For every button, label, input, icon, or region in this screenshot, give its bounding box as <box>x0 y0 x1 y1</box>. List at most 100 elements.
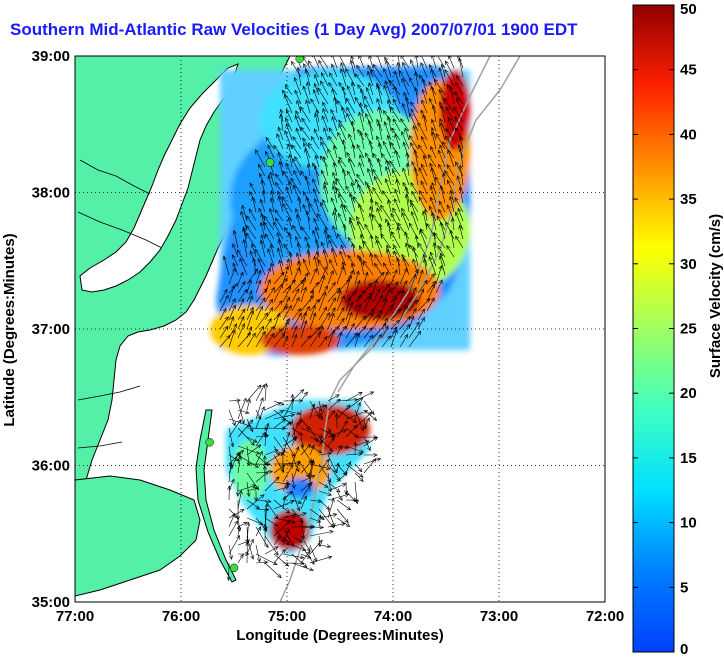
velocity-vector <box>364 223 374 240</box>
velocity-vector <box>383 121 392 141</box>
velocity-vector <box>295 110 302 123</box>
velocity-vector <box>239 257 248 276</box>
velocity-vector <box>282 464 294 483</box>
velocity-vector <box>354 463 363 473</box>
velocity-vector <box>309 403 316 420</box>
velocity-vector <box>454 91 464 105</box>
velocity-vector <box>302 137 311 150</box>
velocity-vector <box>246 310 255 330</box>
velocity-vector <box>227 485 232 501</box>
velocity-vector <box>282 398 295 420</box>
colorbar-tick-label: 0 <box>680 641 688 658</box>
velocity-vector <box>369 198 374 213</box>
velocity-vector <box>410 211 419 231</box>
velocity-vector <box>264 562 282 579</box>
colorbar-tick-label: 20 <box>680 385 697 402</box>
velocity-vector <box>228 509 245 519</box>
velocity-vector <box>363 271 369 285</box>
velocity-vector <box>363 295 372 312</box>
velocity-vector <box>376 98 383 114</box>
velocity-vector <box>237 323 245 339</box>
velocity-vector <box>318 481 329 488</box>
velocity-vector <box>336 420 348 438</box>
velocity-vector <box>255 406 265 429</box>
velocity-vector <box>421 88 428 105</box>
velocity-vector <box>264 426 287 431</box>
velocity-vector <box>309 544 318 563</box>
velocity-vector <box>318 490 332 496</box>
velocity-vector <box>295 208 302 222</box>
velocity-vector <box>404 242 410 258</box>
velocity-vector <box>228 535 241 555</box>
velocity-vector <box>419 56 428 69</box>
velocity-vector <box>332 145 338 159</box>
velocity-vector <box>428 97 437 114</box>
velocity-vector <box>430 145 437 159</box>
velocity-vector <box>336 289 342 303</box>
velocity-vector <box>327 312 335 330</box>
velocity-vector <box>264 546 279 555</box>
velocity-vector <box>219 307 227 321</box>
velocity-vector <box>372 186 383 204</box>
velocity-vector <box>458 147 464 168</box>
velocity-vector <box>422 113 428 132</box>
velocity-vector <box>291 460 301 483</box>
velocity-vector <box>265 136 275 150</box>
velocity-vector <box>312 88 320 105</box>
velocity-vector <box>348 192 356 213</box>
velocity-vector <box>302 258 311 276</box>
velocity-vector <box>387 199 392 213</box>
velocity-vector <box>259 198 266 213</box>
velocity-vector <box>309 555 333 564</box>
velocity-vector <box>309 539 323 555</box>
velocity-vector <box>327 508 336 528</box>
velocity-vector <box>273 328 283 339</box>
velocity-vector <box>420 109 428 123</box>
velocity-vector <box>399 315 411 330</box>
velocity-vector <box>363 334 374 348</box>
velocity-vector <box>300 106 311 123</box>
radar-station-marker <box>265 158 275 167</box>
velocity-vector <box>356 143 365 159</box>
velocity-vector <box>320 72 329 87</box>
velocity-vector <box>317 87 329 105</box>
velocity-vector <box>374 262 383 276</box>
velocity-vector <box>291 158 302 177</box>
velocity-vector <box>285 186 293 204</box>
velocity-vector <box>263 221 275 240</box>
velocity-vector <box>228 329 236 348</box>
velocity-vector <box>363 418 368 430</box>
velocity-vector <box>349 216 356 231</box>
velocity-vector <box>295 127 302 141</box>
velocity-vector <box>313 198 320 213</box>
velocity-vector <box>318 514 323 528</box>
velocity-vector <box>332 171 338 186</box>
velocity-vector <box>414 87 419 105</box>
velocity-vector <box>375 201 383 213</box>
velocity-vector <box>336 404 351 420</box>
velocity-vector <box>310 135 320 150</box>
velocity-vector <box>255 384 265 402</box>
velocity-vector <box>404 231 410 249</box>
velocity-vector <box>354 279 361 294</box>
velocity-vector <box>404 96 410 114</box>
velocity-vector <box>368 82 374 96</box>
lat-tick-label: 39:00 <box>32 48 70 65</box>
velocity-vector <box>273 454 285 473</box>
velocity-vector <box>255 450 263 465</box>
velocity-vector <box>364 132 374 150</box>
velocity-vector <box>367 119 374 141</box>
velocity-vector <box>237 332 252 348</box>
velocity-vector <box>322 184 329 204</box>
river-1 <box>79 159 151 195</box>
velocity-vector <box>365 86 374 105</box>
velocity-vector <box>418 144 428 159</box>
velocity-vector <box>439 101 446 114</box>
velocity-vector <box>300 126 311 141</box>
velocity-vector <box>435 265 443 285</box>
velocity-vector <box>351 143 356 159</box>
velocity-vector <box>273 144 284 159</box>
velocity-vector <box>363 452 378 457</box>
velocity-vector <box>228 451 240 474</box>
colorbar-tick-labels: 0 5 10 15 20 25 30 35 40 45 50 <box>633 1 697 658</box>
